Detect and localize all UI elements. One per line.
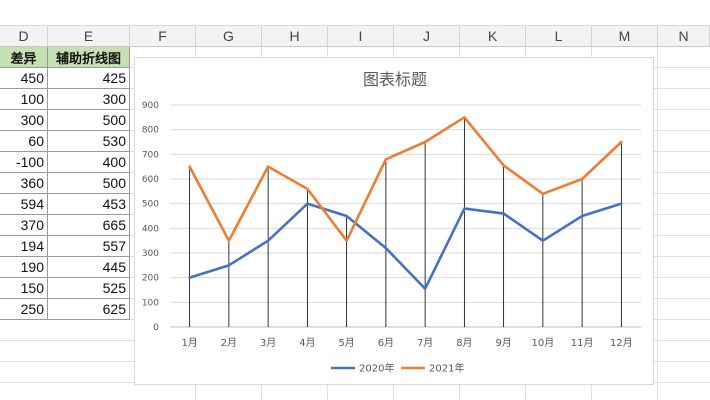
helper-line-cell[interactable]: 400 xyxy=(48,152,130,173)
x-tick-label: 12月 xyxy=(610,337,633,349)
chart-title[interactable]: 图表标题 xyxy=(363,70,427,89)
x-tick-label: 6月 xyxy=(378,337,394,349)
column-header-j[interactable]: J xyxy=(394,26,460,47)
x-tick-label: 7月 xyxy=(417,337,433,349)
x-tick-label: 4月 xyxy=(299,337,315,349)
y-tick-label: 400 xyxy=(142,224,159,234)
diff-cell[interactable]: -100 xyxy=(0,152,48,173)
x-tick-label: 2月 xyxy=(221,337,237,349)
helper-line-cell[interactable]: 500 xyxy=(48,110,130,131)
x-tick-label: 5月 xyxy=(338,337,354,349)
column-header-i[interactable]: I xyxy=(328,26,394,47)
series-line-1[interactable] xyxy=(188,202,623,291)
x-tick-label: 1月 xyxy=(181,337,197,349)
diff-cell[interactable]: 450 xyxy=(0,68,48,89)
column-header-n[interactable]: N xyxy=(658,26,710,47)
x-tick-label: 11月 xyxy=(571,337,594,349)
y-tick-label: 900 xyxy=(142,101,159,111)
diff-cell[interactable]: 360 xyxy=(0,173,48,194)
y-tick-label: 500 xyxy=(142,200,159,210)
x-tick-label: 9月 xyxy=(495,337,511,349)
helper-line-cell[interactable]: 525 xyxy=(48,278,130,299)
helper-line-cell[interactable]: 453 xyxy=(48,194,130,215)
diff-cell[interactable]: 370 xyxy=(0,215,48,236)
y-tick-label: 200 xyxy=(142,274,159,284)
diff-cell[interactable]: 594 xyxy=(0,194,48,215)
header-cell-diff[interactable]: 差异 xyxy=(0,47,48,68)
chart-legend[interactable]: 2020年 2021年 xyxy=(331,362,464,375)
y-tick-label: 100 xyxy=(142,298,159,308)
column-header-g[interactable]: G xyxy=(196,26,262,47)
diff-cell[interactable]: 250 xyxy=(0,299,48,320)
helper-line-cell[interactable]: 425 xyxy=(48,68,130,89)
helper-line-cell[interactable]: 557 xyxy=(48,236,130,257)
column-header-h[interactable]: H xyxy=(262,26,328,47)
column-header-m[interactable]: M xyxy=(592,26,658,47)
header-cell-helper-line[interactable]: 辅助折线图 xyxy=(48,47,130,68)
x-tick-label: 10月 xyxy=(532,337,555,349)
helper-line-cell[interactable]: 445 xyxy=(48,257,130,278)
y-tick-label: 300 xyxy=(142,249,159,259)
diff-cell[interactable]: 100 xyxy=(0,89,48,110)
y-tick-label: 800 xyxy=(142,126,159,136)
helper-line-cell[interactable]: 530 xyxy=(48,131,130,152)
diff-cell[interactable]: 150 xyxy=(0,278,48,299)
diff-cell[interactable]: 300 xyxy=(0,110,48,131)
y-tick-label: 600 xyxy=(142,175,159,185)
series-line-2[interactable] xyxy=(188,116,623,242)
x-tick-label: 8月 xyxy=(456,337,472,349)
y-tick-label: 0 xyxy=(153,323,159,333)
column-header-k[interactable]: K xyxy=(460,26,526,47)
helper-line-cell[interactable]: 625 xyxy=(48,299,130,320)
legend-label: 2020年 xyxy=(359,362,394,375)
helper-line-cell[interactable]: 300 xyxy=(48,89,130,110)
x-tick-label: 3月 xyxy=(260,337,276,349)
chart-area[interactable]: 0 100 200 300 400 500 600 700 800 900 1月 2月 3月 4月 5月 6月… xyxy=(134,57,654,385)
y-tick-label: 700 xyxy=(142,150,159,160)
column-header-l[interactable]: L xyxy=(526,26,592,47)
helper-line-cell[interactable]: 500 xyxy=(48,173,130,194)
legend-label: 2021年 xyxy=(429,362,464,375)
diff-cell[interactable]: 190 xyxy=(0,257,48,278)
line-chart: 0 100 200 300 400 500 600 700 800 900 1月 2月 3月 4月 5月 6月… xyxy=(142,70,641,375)
diff-cell[interactable]: 194 xyxy=(0,236,48,257)
column-header-f[interactable]: F xyxy=(130,26,196,47)
column-header-d[interactable]: D xyxy=(0,26,48,47)
diff-cell[interactable]: 60 xyxy=(0,131,48,152)
formula-bar-area xyxy=(0,0,710,26)
column-header-e[interactable]: E xyxy=(48,26,130,47)
helper-line-cell[interactable]: 665 xyxy=(48,215,130,236)
